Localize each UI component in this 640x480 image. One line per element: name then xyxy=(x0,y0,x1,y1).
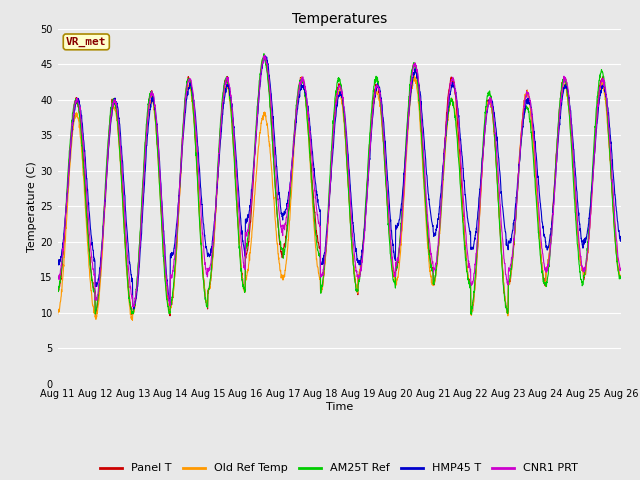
Title: Temperatures: Temperatures xyxy=(292,12,387,26)
X-axis label: Time: Time xyxy=(326,402,353,412)
Y-axis label: Temperature (C): Temperature (C) xyxy=(28,161,38,252)
Text: VR_met: VR_met xyxy=(66,37,106,47)
Legend: Panel T, Old Ref Temp, AM25T Ref, HMP45 T, CNR1 PRT: Panel T, Old Ref Temp, AM25T Ref, HMP45 … xyxy=(96,459,582,478)
